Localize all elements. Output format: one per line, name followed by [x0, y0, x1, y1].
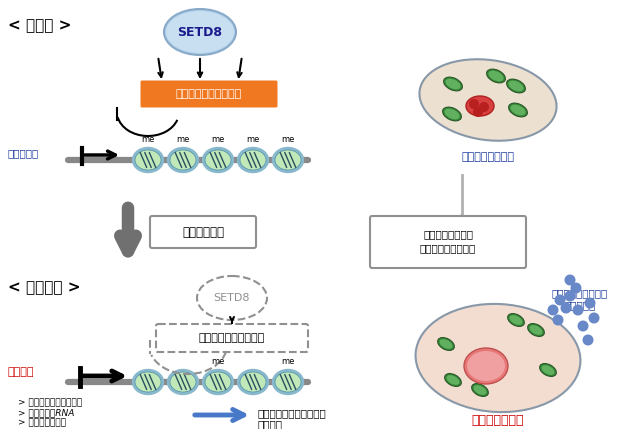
Ellipse shape	[541, 365, 554, 375]
Circle shape	[547, 305, 559, 315]
Ellipse shape	[132, 369, 163, 395]
Ellipse shape	[472, 384, 488, 396]
Ellipse shape	[486, 69, 506, 83]
Ellipse shape	[164, 9, 236, 55]
Circle shape	[577, 320, 589, 332]
Ellipse shape	[202, 148, 234, 172]
Ellipse shape	[540, 363, 556, 376]
Text: me: me	[176, 136, 189, 145]
Ellipse shape	[240, 150, 266, 170]
Ellipse shape	[474, 385, 486, 395]
Text: me: me	[282, 357, 294, 366]
Ellipse shape	[237, 148, 269, 172]
Circle shape	[564, 290, 575, 302]
Circle shape	[582, 335, 593, 345]
Text: タンパク質のメチル化: タンパク質のメチル化	[176, 89, 242, 99]
FancyBboxPatch shape	[370, 216, 526, 268]
Text: 老化ストレス: 老化ストレス	[182, 226, 224, 239]
Text: me: me	[246, 136, 260, 145]
Text: me: me	[141, 136, 155, 145]
Ellipse shape	[466, 96, 494, 116]
Ellipse shape	[240, 372, 266, 392]
Ellipse shape	[237, 369, 269, 395]
Ellipse shape	[275, 372, 301, 392]
Ellipse shape	[170, 372, 196, 392]
Circle shape	[479, 102, 489, 112]
Ellipse shape	[205, 150, 231, 170]
Ellipse shape	[464, 348, 508, 384]
Text: 高い代謝レベル: 高い代謝レベル	[472, 414, 524, 427]
Ellipse shape	[275, 150, 301, 170]
Ellipse shape	[467, 351, 505, 381]
Ellipse shape	[529, 325, 543, 335]
Text: 代謝のリモデリング: 代謝のリモデリング	[420, 243, 476, 253]
Circle shape	[573, 305, 584, 315]
Circle shape	[552, 314, 563, 326]
Circle shape	[570, 283, 582, 293]
FancyBboxPatch shape	[156, 324, 308, 352]
FancyBboxPatch shape	[141, 81, 278, 108]
Ellipse shape	[197, 276, 267, 320]
Ellipse shape	[273, 369, 303, 395]
Text: < 増殖中 >: < 増殖中 >	[8, 18, 72, 33]
Ellipse shape	[509, 81, 524, 91]
Ellipse shape	[273, 148, 303, 172]
Ellipse shape	[509, 103, 527, 117]
Ellipse shape	[508, 314, 524, 326]
Circle shape	[554, 294, 566, 305]
Ellipse shape	[447, 375, 460, 385]
Ellipse shape	[135, 150, 161, 170]
Text: > 増殖の阻害因子: > 増殖の阻害因子	[18, 418, 66, 427]
Text: > リボソームタンパク質: > リボソームタンパク質	[18, 398, 82, 407]
Text: me: me	[211, 136, 225, 145]
Ellipse shape	[509, 315, 522, 325]
Ellipse shape	[445, 374, 461, 387]
Text: me: me	[282, 136, 294, 145]
Text: 通常の転写: 通常の転写	[8, 148, 39, 158]
Text: 産生・分泌: 産生・分泌	[564, 300, 596, 310]
Circle shape	[564, 275, 575, 286]
Circle shape	[584, 297, 595, 308]
Ellipse shape	[444, 77, 463, 91]
Ellipse shape	[415, 304, 580, 412]
Text: SETD8: SETD8	[177, 25, 223, 39]
Text: 高い転写: 高い転写	[8, 367, 35, 377]
Ellipse shape	[132, 148, 163, 172]
Ellipse shape	[511, 105, 525, 115]
FancyBboxPatch shape	[150, 216, 256, 248]
Circle shape	[469, 99, 479, 109]
Circle shape	[561, 302, 572, 314]
Ellipse shape	[445, 109, 460, 119]
Ellipse shape	[440, 339, 452, 349]
Text: の活性化: の活性化	[258, 419, 283, 429]
Ellipse shape	[135, 372, 161, 392]
Ellipse shape	[205, 372, 231, 392]
Text: SETD8: SETD8	[214, 293, 250, 303]
Ellipse shape	[527, 323, 545, 336]
Text: 核小体とミトコンドリア: 核小体とミトコンドリア	[258, 408, 327, 418]
Ellipse shape	[445, 79, 461, 89]
Ellipse shape	[443, 107, 461, 121]
Ellipse shape	[202, 369, 234, 395]
Text: タンパク質のメチル化: タンパク質のメチル化	[199, 333, 265, 343]
Circle shape	[473, 107, 483, 117]
Ellipse shape	[419, 59, 557, 141]
Text: < 細胞老化 >: < 細胞老化 >	[8, 280, 81, 295]
Ellipse shape	[488, 71, 504, 82]
Ellipse shape	[438, 338, 454, 350]
Circle shape	[589, 312, 600, 323]
Text: 通常の代謝レベル: 通常の代謝レベル	[461, 152, 515, 162]
Text: 多くのタンパク質を: 多くのタンパク質を	[552, 288, 608, 298]
Text: 細胞老化に関わる: 細胞老化に関わる	[423, 229, 473, 239]
Ellipse shape	[168, 369, 198, 395]
Ellipse shape	[166, 11, 234, 53]
Text: me: me	[211, 357, 225, 366]
Text: > リボソームRNA: > リボソームRNA	[18, 408, 74, 417]
Ellipse shape	[168, 148, 198, 172]
Ellipse shape	[170, 150, 196, 170]
Ellipse shape	[507, 79, 525, 93]
